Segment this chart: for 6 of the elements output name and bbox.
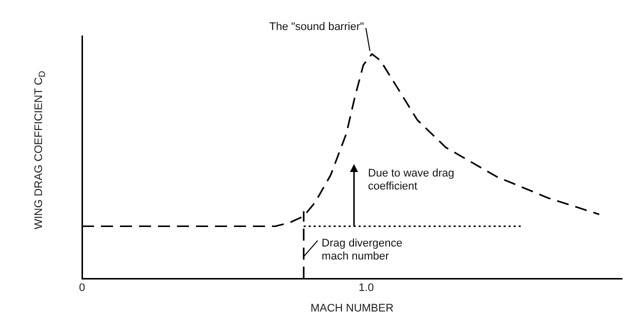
x-tick-label: 1.0	[358, 282, 374, 294]
ref-line-label: Drag divergence mach number	[322, 238, 402, 263]
x-tick-label: 0	[78, 282, 86, 294]
x-axis-title: MACH NUMBER	[310, 302, 394, 314]
annotation: Due to wave drag coefficient	[368, 167, 454, 192]
annotation: The "sound barrier"	[269, 21, 364, 33]
